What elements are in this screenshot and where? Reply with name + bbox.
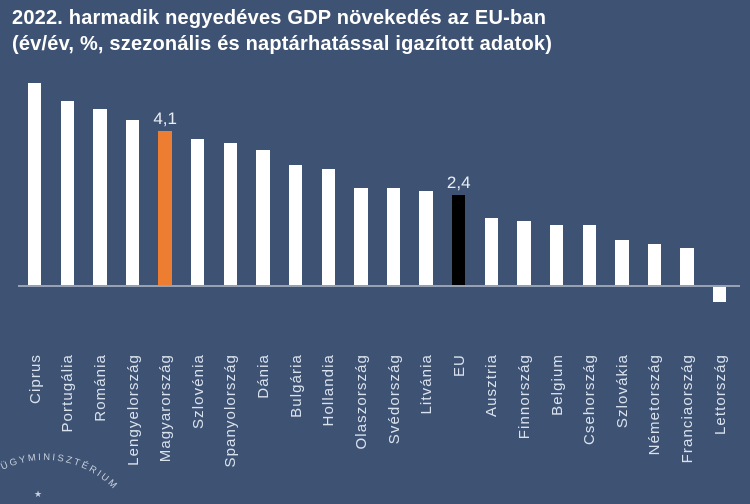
bar-Belgium — [549, 225, 564, 285]
chart-title-line2: (év/év, %, szezonális és naptárhatással … — [12, 33, 553, 55]
category-label-Litvánia: Litvánia — [418, 354, 436, 415]
bar-EU — [452, 195, 466, 285]
category-label-Dánia: Dánia — [255, 354, 273, 399]
x-axis-line — [18, 285, 740, 287]
bar-Svédország — [386, 187, 401, 285]
bar-Portugália — [60, 101, 74, 285]
bar-Hollandia — [321, 168, 335, 285]
category-label-EU: EU — [450, 354, 468, 378]
seal-arc-text: PÉNZÜGYMINISZTÉRIUM — [0, 452, 120, 493]
seal-star-icon: ★ — [34, 489, 42, 499]
bar-Csehország — [582, 225, 596, 285]
bar-Románia — [93, 108, 107, 285]
bar-Szlovénia — [191, 138, 205, 285]
bar-Franciaország — [680, 247, 694, 285]
bar-Dánia — [256, 150, 270, 285]
category-label-Ausztria: Ausztria — [483, 354, 501, 417]
category-label-Hollandia: Hollandia — [320, 354, 338, 427]
category-label-Szlovénia: Szlovénia — [189, 354, 207, 429]
category-label-Csehország: Csehország — [581, 354, 599, 446]
bar-Magyarország — [158, 131, 172, 285]
bar-Olaszország — [354, 187, 368, 285]
bar-Lettország — [713, 287, 727, 302]
chart-title: 2022. harmadik negyedéves GDP növekedés … — [12, 5, 552, 57]
category-label-Lettország: Lettország — [711, 354, 729, 436]
bar-Szlovákia — [615, 240, 629, 285]
category-label-Finnország: Finnország — [516, 354, 533, 440]
bar-Ciprus — [28, 82, 42, 285]
bar-Bulgária — [288, 165, 303, 285]
bar-Spanyolország — [223, 142, 238, 285]
bar-Lengyelország — [125, 120, 140, 285]
chart-title-line1: 2022. harmadik negyedéves GDP növekedés … — [12, 7, 547, 29]
category-label-Svédország: Svédország — [385, 354, 403, 445]
bar-Litvánia — [419, 191, 433, 285]
bar-Ausztria — [484, 217, 499, 285]
category-label-Bulgária: Bulgária — [287, 354, 305, 418]
category-label-Belgium: Belgium — [548, 354, 566, 416]
ministry-seal-watermark: PÉNZÜGYMINISZTÉRIUM ★ — [0, 452, 120, 499]
category-label-Franciaország: Franciaország — [679, 354, 697, 464]
category-label-Magyarország: Magyarország — [157, 354, 175, 463]
bar-Finnország — [517, 221, 531, 285]
category-label-Németország: Németország — [646, 354, 664, 456]
category-label-Spanyolország: Spanyolország — [222, 354, 240, 468]
category-label-Olaszország: Olaszország — [352, 354, 370, 450]
bar-Németország — [647, 243, 662, 285]
category-label-Szlovákia: Szlovákia — [613, 354, 631, 429]
value-label-Magyarország: 4,1 — [153, 109, 177, 129]
value-label-EU: 2,4 — [446, 173, 471, 192]
